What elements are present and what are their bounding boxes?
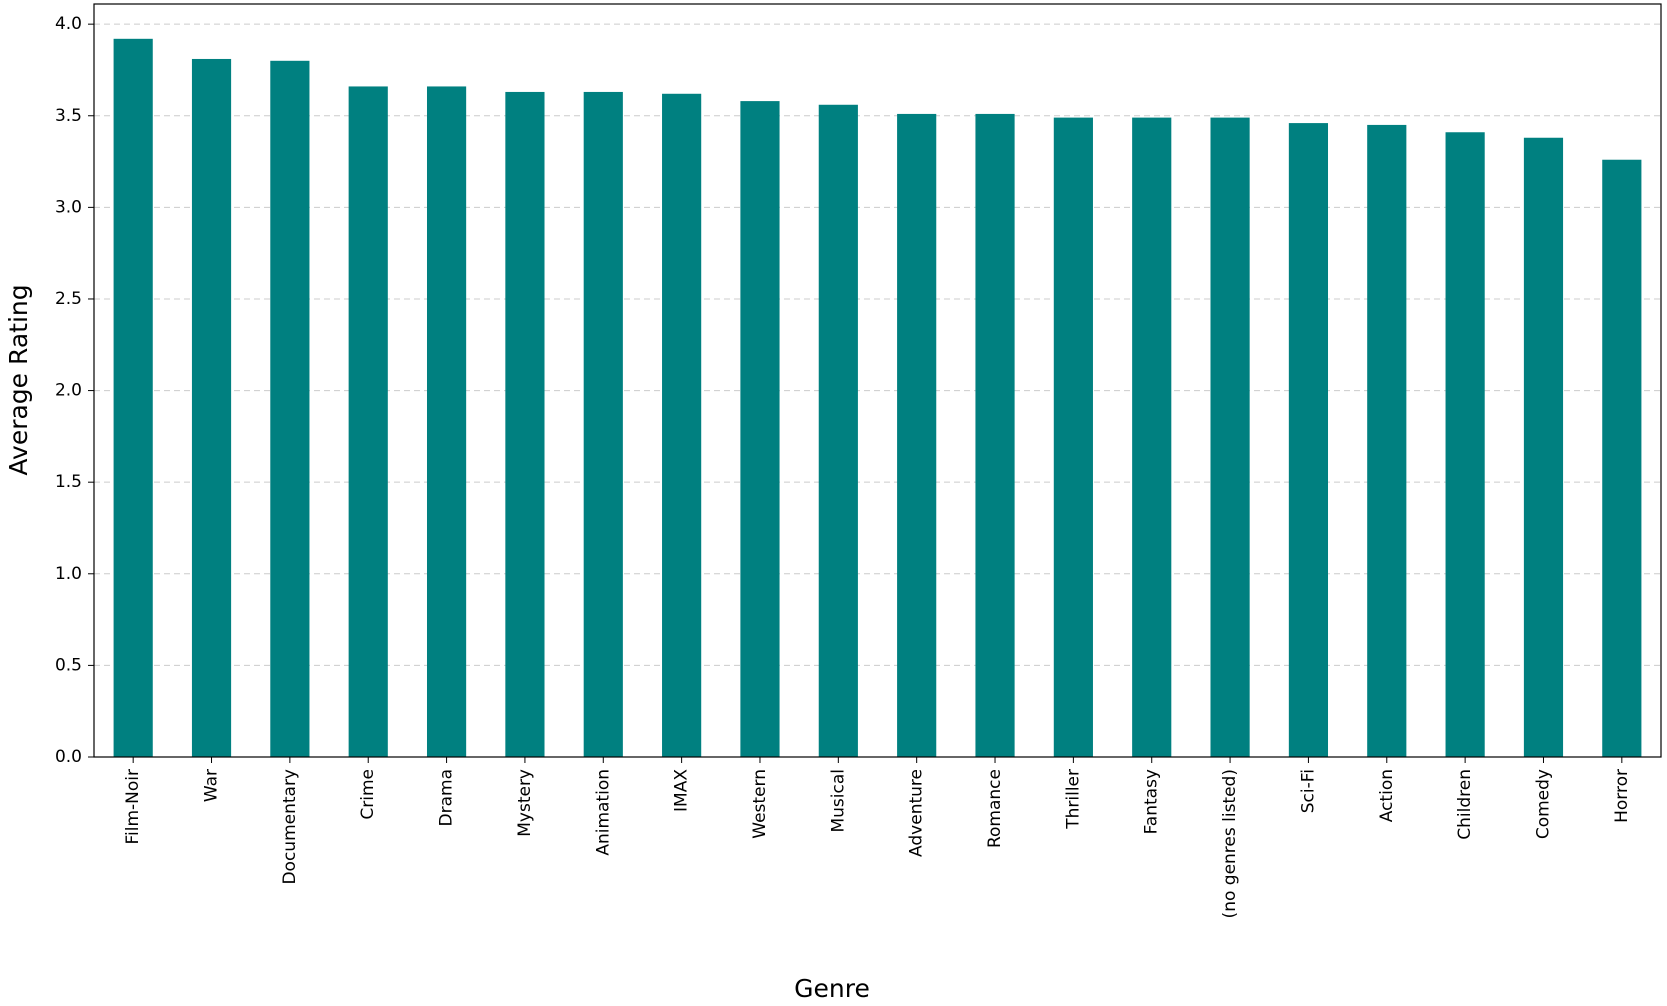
bar: [897, 113, 937, 758]
y-tick-label: 0.5: [55, 655, 82, 675]
x-tick-label: IMAX: [672, 769, 692, 812]
y-tick-label: 4.0: [55, 14, 82, 34]
bar: [113, 38, 153, 757]
x-tick-label: Adventure: [907, 769, 927, 857]
x-tick-label: Western: [750, 769, 770, 839]
x-tick-label: Sci-Fi: [1298, 769, 1318, 813]
y-tick-label: 3.5: [55, 106, 82, 126]
y-tick-label: 2.0: [55, 381, 82, 401]
bar: [583, 91, 623, 758]
bar: [1288, 123, 1329, 758]
x-tick-label: War: [202, 769, 222, 802]
x-tick-label: Mystery: [515, 769, 535, 837]
x-tick-label: (no genres listed): [1220, 769, 1240, 918]
plot-frame: [93, 3, 1662, 758]
x-tick-label: Romance: [985, 769, 1005, 848]
bar: [191, 58, 232, 758]
y-tick-label: 1.5: [55, 472, 82, 492]
bar: [505, 91, 545, 758]
bar: [1210, 117, 1250, 757]
bar: [348, 86, 388, 758]
bar: [1367, 124, 1407, 758]
y-tick-label: 1.0: [55, 564, 82, 584]
y-tick-label: 2.5: [55, 289, 82, 309]
bar: [1132, 117, 1172, 757]
x-tick-label: Film-Noir: [123, 769, 143, 845]
bar: [975, 113, 1015, 758]
x-tick-label: Comedy: [1533, 769, 1553, 839]
x-tick-label: Drama: [437, 769, 457, 826]
x-tick-label: Animation: [593, 769, 613, 856]
bar: [1602, 159, 1642, 757]
x-tick-label: Crime: [358, 769, 378, 820]
x-tick-label: Fantasy: [1142, 769, 1162, 834]
x-tick-label: Action: [1377, 769, 1397, 822]
x-tick-label: Musical: [828, 769, 848, 833]
x-axis-label: Genre: [794, 974, 870, 1003]
bar: [270, 60, 310, 758]
bar: [662, 93, 702, 757]
bar: [818, 104, 858, 758]
bar: [426, 86, 467, 758]
y-tick-label: 0.0: [55, 747, 82, 767]
y-axis-label: Average Rating: [4, 284, 33, 475]
x-tick-label: Documentary: [280, 769, 300, 885]
bar: [1523, 137, 1564, 758]
bar: [1053, 117, 1093, 757]
bar: [1445, 132, 1485, 757]
x-tick-label: Children: [1455, 769, 1475, 840]
y-tick-label: 3.0: [55, 197, 82, 217]
bar: [740, 101, 780, 758]
x-tick-label: Thriller: [1063, 769, 1083, 830]
x-tick-label: Horror: [1612, 769, 1632, 823]
